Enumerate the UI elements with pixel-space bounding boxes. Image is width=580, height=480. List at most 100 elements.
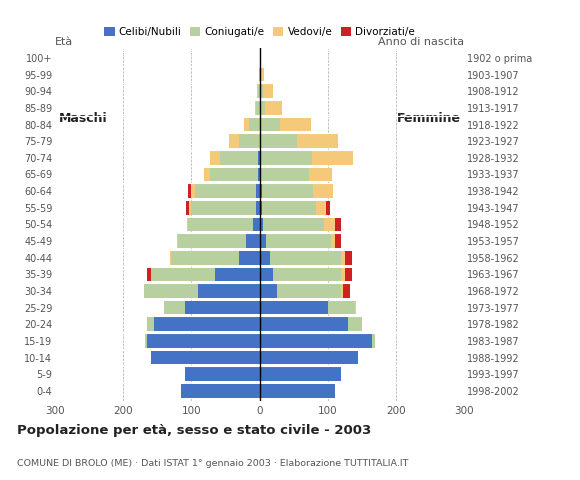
Bar bbox=[184, 367, 260, 381]
Bar bbox=[260, 384, 335, 397]
Bar bbox=[259, 68, 260, 82]
Bar bbox=[260, 367, 341, 381]
Bar bbox=[253, 217, 260, 231]
Bar bbox=[189, 201, 191, 215]
Bar bbox=[260, 184, 262, 198]
Bar bbox=[147, 267, 151, 281]
Bar bbox=[260, 317, 348, 331]
Bar bbox=[256, 201, 260, 215]
Bar bbox=[335, 234, 341, 248]
Bar bbox=[266, 234, 331, 248]
Bar bbox=[191, 184, 195, 198]
Bar bbox=[260, 217, 263, 231]
Bar bbox=[184, 301, 260, 314]
Bar bbox=[341, 267, 345, 281]
Bar bbox=[260, 151, 261, 165]
Bar bbox=[187, 217, 188, 231]
Bar bbox=[188, 184, 191, 198]
Bar bbox=[211, 168, 258, 181]
Bar bbox=[261, 168, 309, 181]
Text: Maschi: Maschi bbox=[59, 112, 107, 125]
Bar bbox=[229, 134, 239, 148]
Bar bbox=[312, 151, 353, 165]
Bar bbox=[260, 68, 261, 82]
Legend: Celibi/Nubili, Coniugati/e, Vedovi/e, Divorziati/e: Celibi/Nubili, Coniugati/e, Vedovi/e, Di… bbox=[100, 23, 419, 42]
Bar bbox=[273, 267, 341, 281]
Bar bbox=[265, 101, 282, 115]
Bar bbox=[220, 151, 258, 165]
Bar bbox=[215, 267, 260, 281]
Text: COMUNE DI BROLO (ME) · Dati ISTAT 1° gennaio 2003 · Elaborazione TUTTITALIA.IT: COMUNE DI BROLO (ME) · Dati ISTAT 1° gen… bbox=[17, 458, 409, 468]
Bar bbox=[255, 101, 256, 115]
Bar bbox=[277, 284, 341, 298]
Bar bbox=[261, 151, 312, 165]
Bar bbox=[195, 184, 256, 198]
Bar bbox=[262, 201, 316, 215]
Bar bbox=[260, 267, 273, 281]
Bar bbox=[261, 68, 264, 82]
Bar bbox=[204, 168, 211, 181]
Bar bbox=[147, 317, 154, 331]
Bar bbox=[331, 234, 335, 248]
Bar bbox=[239, 134, 260, 148]
Bar bbox=[280, 118, 311, 132]
Bar bbox=[186, 201, 189, 215]
Bar bbox=[327, 201, 330, 215]
Bar bbox=[260, 134, 297, 148]
Bar bbox=[257, 84, 258, 98]
Bar bbox=[144, 284, 198, 298]
Bar bbox=[260, 351, 358, 364]
Bar bbox=[260, 301, 328, 314]
Bar bbox=[147, 334, 260, 348]
Bar bbox=[260, 234, 266, 248]
Bar bbox=[328, 301, 355, 314]
Bar bbox=[154, 317, 260, 331]
Bar bbox=[256, 101, 260, 115]
Bar bbox=[345, 251, 351, 264]
Bar bbox=[260, 284, 277, 298]
Bar bbox=[324, 217, 335, 231]
Bar bbox=[263, 84, 273, 98]
Bar bbox=[341, 251, 345, 264]
Bar bbox=[258, 168, 260, 181]
Bar bbox=[246, 234, 260, 248]
Bar bbox=[191, 201, 256, 215]
Bar bbox=[260, 118, 280, 132]
Bar bbox=[151, 351, 260, 364]
Bar bbox=[244, 118, 249, 132]
Bar bbox=[260, 84, 263, 98]
Bar bbox=[297, 134, 338, 148]
Text: Anno di nascita: Anno di nascita bbox=[378, 37, 464, 48]
Bar bbox=[316, 201, 327, 215]
Bar bbox=[262, 184, 313, 198]
Bar bbox=[151, 267, 215, 281]
Bar bbox=[355, 301, 356, 314]
Bar bbox=[198, 284, 260, 298]
Bar bbox=[249, 118, 260, 132]
Bar bbox=[210, 151, 220, 165]
Bar bbox=[181, 384, 260, 397]
Bar bbox=[164, 301, 184, 314]
Bar bbox=[260, 251, 270, 264]
Bar bbox=[256, 184, 260, 198]
Bar bbox=[343, 284, 350, 298]
Bar bbox=[345, 267, 351, 281]
Bar bbox=[239, 251, 260, 264]
Bar bbox=[313, 184, 333, 198]
Bar bbox=[188, 217, 253, 231]
Bar bbox=[260, 168, 261, 181]
Bar bbox=[309, 168, 332, 181]
Bar bbox=[372, 334, 375, 348]
Bar bbox=[341, 284, 343, 298]
Bar bbox=[258, 84, 260, 98]
Bar bbox=[270, 251, 341, 264]
Text: Popolazione per età, sesso e stato civile - 2003: Popolazione per età, sesso e stato civil… bbox=[17, 424, 372, 437]
Bar bbox=[177, 234, 246, 248]
Bar bbox=[171, 251, 239, 264]
Bar bbox=[260, 101, 265, 115]
Bar bbox=[348, 317, 362, 331]
Bar bbox=[263, 217, 324, 231]
Bar bbox=[260, 334, 372, 348]
Bar bbox=[145, 334, 147, 348]
Text: Femmine: Femmine bbox=[397, 112, 461, 125]
